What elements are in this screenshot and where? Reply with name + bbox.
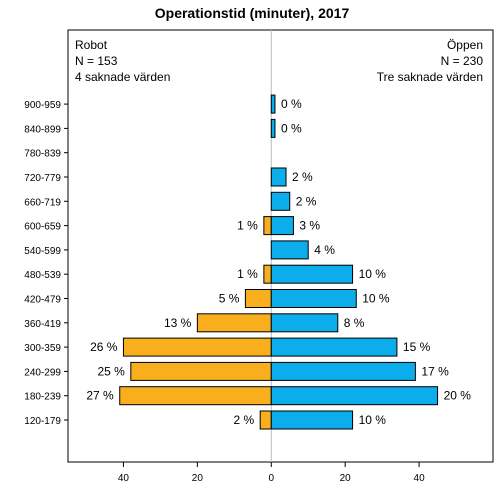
oppen-bar bbox=[270, 289, 357, 308]
robot-value-label: 1 % bbox=[237, 267, 258, 281]
oppen-bar bbox=[270, 191, 291, 211]
oppen-value-label: 8 % bbox=[344, 316, 365, 330]
x-tick-label: 40 bbox=[414, 473, 426, 484]
x-tick-label: 0 bbox=[268, 473, 274, 484]
x-tick-label: 40 bbox=[118, 473, 130, 484]
robot-bar bbox=[122, 337, 272, 357]
x-tick-label: 20 bbox=[340, 473, 352, 484]
category-label: 840-899 bbox=[24, 124, 61, 135]
oppen-bar bbox=[270, 313, 339, 333]
robot-bar bbox=[119, 386, 272, 406]
category-label: 540-599 bbox=[24, 246, 61, 257]
oppen-bar bbox=[270, 167, 287, 187]
plot-frame bbox=[67, 29, 494, 463]
robot-value-label: 26 % bbox=[90, 340, 118, 354]
right-info-group: Öppen bbox=[447, 38, 483, 52]
left-info-n: N = 153 bbox=[75, 54, 118, 68]
x-axis: 40 20 0 20 40 bbox=[118, 462, 425, 484]
left-info-missing: 4 saknade värden bbox=[75, 70, 170, 84]
oppen-bar bbox=[270, 118, 276, 138]
category-label: 180-239 bbox=[24, 392, 61, 403]
oppen-bar bbox=[270, 410, 354, 430]
oppen-value-label: 3 % bbox=[299, 219, 320, 233]
oppen-value-label: 17 % bbox=[421, 364, 449, 378]
robot-value-label: 13 % bbox=[164, 316, 192, 330]
category-label: 900-959 bbox=[24, 100, 61, 111]
category-label: 600-659 bbox=[24, 222, 61, 233]
robot-bar bbox=[263, 264, 272, 284]
oppen-bar bbox=[270, 337, 398, 357]
left-info-group: Robot bbox=[75, 38, 108, 52]
robot-value-label: 5 % bbox=[219, 292, 240, 306]
oppen-bar bbox=[270, 240, 309, 260]
robot-value-label: 2 % bbox=[233, 413, 254, 427]
oppen-value-label: 4 % bbox=[314, 243, 335, 257]
category-label: 420-479 bbox=[24, 295, 61, 306]
bars bbox=[119, 94, 439, 430]
robot-bar bbox=[244, 289, 272, 308]
oppen-value-label: 2 % bbox=[296, 194, 317, 208]
oppen-value-label: 10 % bbox=[359, 413, 387, 427]
category-label: 720-779 bbox=[24, 173, 61, 184]
category-label: 240-299 bbox=[24, 367, 61, 378]
oppen-bar bbox=[270, 264, 354, 284]
oppen-value-label: 2 % bbox=[292, 170, 313, 184]
oppen-value-label: 10 % bbox=[362, 292, 390, 306]
oppen-value-label: 10 % bbox=[359, 267, 387, 281]
right-info-n: N = 230 bbox=[441, 54, 484, 68]
robot-bar bbox=[196, 313, 272, 333]
right-info: Öppen N = 230 Tre saknade värden bbox=[377, 38, 484, 84]
oppen-value-label: 20 % bbox=[444, 389, 472, 403]
robot-bar bbox=[263, 216, 272, 236]
oppen-bar bbox=[270, 94, 276, 114]
right-info-missing: Tre saknade värden bbox=[377, 70, 483, 84]
category-label: 660-719 bbox=[24, 197, 61, 208]
category-label: 360-419 bbox=[24, 319, 61, 330]
robot-bar bbox=[130, 361, 272, 381]
category-label: 780-839 bbox=[24, 149, 61, 160]
oppen-bar bbox=[270, 216, 294, 236]
category-labels: 120-179 180-239 240-299 300-359 360-419 420-4… bbox=[24, 100, 68, 427]
robot-bar bbox=[259, 410, 272, 430]
category-label: 120-179 bbox=[24, 416, 61, 427]
robot-value-label: 25 % bbox=[97, 364, 125, 378]
left-info: Robot N = 153 4 saknade värden bbox=[75, 38, 170, 84]
oppen-bar bbox=[270, 386, 439, 406]
oppen-value-label: 0 % bbox=[281, 121, 302, 135]
robot-value-label: 1 % bbox=[237, 219, 258, 233]
oppen-bar bbox=[270, 361, 416, 381]
chart-title: Operationstid (minuter), 2017 bbox=[155, 5, 350, 21]
value-labels: 2 % 10 % 27 % 20 % 25 % 17 % 26 % 15 % 13 % 8 % 5 … bbox=[86, 97, 471, 427]
category-label: 480-539 bbox=[24, 270, 61, 281]
x-tick-label: 20 bbox=[192, 473, 204, 484]
oppen-value-label: 15 % bbox=[403, 340, 431, 354]
oppen-value-label: 0 % bbox=[281, 97, 302, 111]
robot-value-label: 27 % bbox=[86, 389, 114, 403]
category-label: 300-359 bbox=[24, 343, 61, 354]
